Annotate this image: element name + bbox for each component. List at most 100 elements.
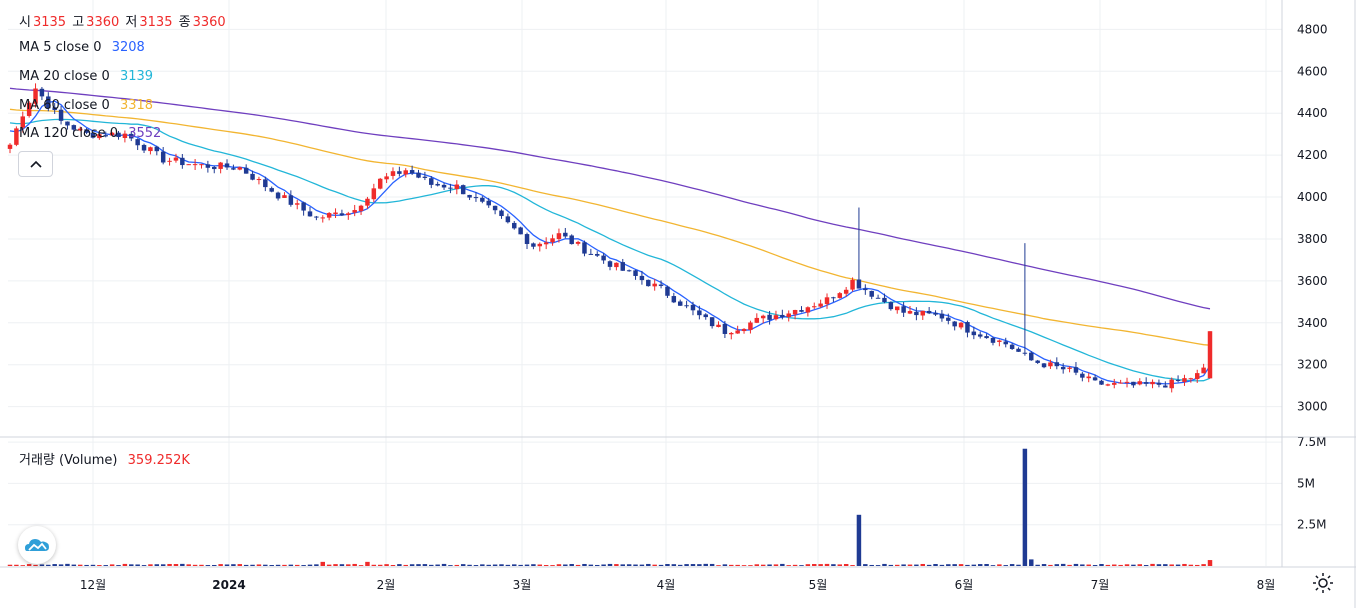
ma20-legend[interactable]: MA 20 close 0 3139 bbox=[19, 69, 155, 84]
candle-body bbox=[1086, 376, 1091, 379]
candle-body bbox=[595, 253, 600, 256]
volume-bar bbox=[256, 564, 262, 566]
volume-bar bbox=[633, 564, 638, 566]
volume-bar bbox=[735, 564, 740, 566]
volume-bar bbox=[14, 564, 19, 566]
candle-body bbox=[658, 284, 664, 286]
candle-body bbox=[729, 332, 734, 335]
candle-body bbox=[716, 324, 721, 327]
candle-body bbox=[288, 195, 294, 205]
candle-body bbox=[148, 147, 153, 152]
volume-bar bbox=[33, 564, 38, 566]
price-tick-label: 3400 bbox=[1297, 316, 1328, 330]
volume-bar bbox=[1188, 564, 1194, 566]
volume-bar bbox=[397, 564, 402, 566]
cloud-logo-icon[interactable] bbox=[18, 526, 56, 564]
open-value: 3135 bbox=[32, 15, 67, 30]
volume-bar bbox=[416, 564, 421, 566]
gear-icon[interactable] bbox=[1312, 572, 1334, 594]
volume-bar bbox=[990, 565, 996, 566]
volume-bar bbox=[550, 565, 555, 566]
candle-body bbox=[971, 331, 977, 336]
volume-bar bbox=[58, 564, 64, 566]
volume-bar bbox=[792, 564, 798, 566]
candle-body bbox=[1124, 381, 1130, 383]
price-tick-label: 4200 bbox=[1297, 148, 1328, 162]
volume-bar bbox=[384, 564, 389, 566]
volume-bar bbox=[1009, 564, 1015, 566]
volume-bar bbox=[607, 563, 613, 566]
volume-bar bbox=[1195, 564, 1200, 566]
ma5-legend[interactable]: MA 5 close 0 3208 bbox=[19, 40, 147, 55]
volume-bar bbox=[1105, 564, 1111, 566]
volume-bar bbox=[1035, 564, 1040, 566]
candle-body bbox=[20, 116, 25, 128]
volume-bar bbox=[192, 564, 198, 566]
volume-bar bbox=[409, 564, 415, 566]
candle-body bbox=[684, 305, 689, 307]
candle-body bbox=[690, 304, 696, 311]
chevron-up-icon bbox=[29, 160, 42, 168]
volume-bar bbox=[754, 564, 760, 566]
candle-body bbox=[920, 310, 925, 316]
volume-bar bbox=[129, 564, 134, 566]
candle-body bbox=[1207, 331, 1213, 379]
candle-body bbox=[486, 200, 491, 206]
ma60-legend[interactable]: MA 60 close 0 3318 bbox=[19, 98, 155, 113]
candle-body bbox=[71, 125, 77, 130]
candle-body bbox=[1092, 377, 1098, 381]
candle-body bbox=[14, 128, 19, 145]
volume-bar bbox=[237, 564, 243, 566]
candle-body bbox=[448, 187, 453, 189]
volume-bar bbox=[646, 563, 651, 566]
volume-bar bbox=[435, 564, 440, 566]
volume-bar bbox=[371, 564, 377, 566]
candle-body bbox=[65, 121, 70, 126]
candle-body bbox=[467, 194, 472, 198]
ma120-legend[interactable]: MA 120 close 0 3552 bbox=[19, 126, 163, 141]
candle-body bbox=[90, 132, 96, 138]
candle-body bbox=[326, 213, 332, 218]
volume-bar bbox=[620, 564, 625, 566]
candle-body bbox=[569, 235, 574, 245]
candle-body bbox=[1022, 352, 1028, 354]
volume-bar bbox=[863, 564, 868, 566]
volume-bar bbox=[1099, 564, 1104, 566]
low-value: 3135 bbox=[139, 15, 173, 30]
volume-legend[interactable]: 거래량 (Volume) 359.252K bbox=[19, 449, 192, 468]
candle-body bbox=[77, 128, 83, 131]
volume-bar bbox=[1137, 564, 1143, 566]
collapse-legend-button[interactable] bbox=[18, 151, 53, 177]
volume-bar bbox=[888, 564, 894, 566]
volume-bar bbox=[160, 564, 166, 566]
volume-tick-label: 2.5M bbox=[1297, 518, 1326, 532]
chart-grid bbox=[8, 0, 1282, 566]
volume-bar bbox=[263, 564, 268, 566]
low-label: 저 bbox=[125, 15, 138, 30]
candle-body bbox=[863, 288, 868, 291]
volume-bar bbox=[295, 564, 300, 566]
volume-bar bbox=[531, 564, 536, 566]
volume-bar bbox=[882, 563, 887, 566]
candle-body bbox=[1054, 362, 1060, 367]
candle-body bbox=[984, 336, 989, 339]
candle-body bbox=[180, 157, 185, 166]
candle-body bbox=[748, 322, 753, 330]
volume-bar bbox=[997, 564, 1002, 566]
candle-body bbox=[767, 314, 772, 320]
volume-bar bbox=[116, 565, 121, 566]
volume-bar bbox=[358, 565, 364, 566]
candle-body bbox=[256, 179, 262, 181]
candle-body bbox=[837, 293, 843, 298]
volume-bar bbox=[199, 564, 204, 566]
volume-bar bbox=[486, 564, 491, 566]
volume-bar bbox=[141, 565, 147, 566]
volume-bar bbox=[1041, 564, 1047, 566]
candle-body bbox=[914, 311, 919, 316]
volume-bars bbox=[7, 448, 1213, 566]
candle-body bbox=[818, 303, 823, 307]
candle-body bbox=[1169, 379, 1174, 389]
volume-bar bbox=[677, 564, 683, 566]
candle-body bbox=[722, 323, 728, 334]
